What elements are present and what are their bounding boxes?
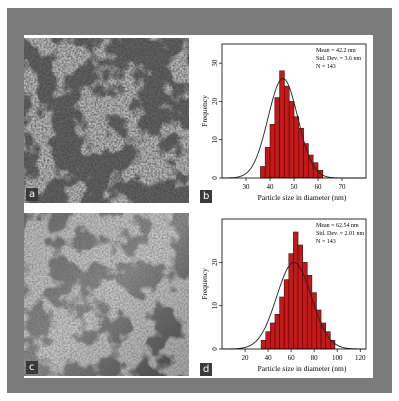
tem-image-c (24, 213, 189, 376)
figure-panels: a (24, 35, 373, 378)
histogram-bar (260, 340, 267, 350)
histogram-bar (274, 314, 280, 350)
histogram-d-plot: 20 40 60 80 100 120 0 10 20 Particle size in diam… (200, 218, 367, 373)
histogram-bar (316, 309, 322, 350)
x-tick-label: 40 (267, 183, 275, 191)
histogram-bar (279, 296, 285, 350)
histogram-bar (293, 231, 299, 350)
tem-image-a (24, 38, 189, 203)
histogram-bar (297, 244, 303, 350)
y-tick-label: 20 (211, 258, 219, 266)
histogram-bar (308, 154, 314, 179)
histogram-bar (264, 147, 271, 179)
histogram-bar (274, 97, 280, 179)
normal-fit-curve (221, 261, 367, 350)
stats-annotation-line: Std. Dev. = 3.6 nm (316, 56, 361, 62)
figure-frame: a (7, 8, 392, 393)
panel-label-b: b (200, 190, 213, 203)
x-axis-label: Particle size in diameter (nm) (258, 364, 347, 373)
x-tick-label: 50 (291, 183, 299, 191)
histogram-d: 20 40 60 80 100 120 0 10 20 Particle size in diam… (198, 213, 373, 378)
x-axis-label: Particle size in diameter (nm) (258, 193, 347, 202)
x-tick-label: 120 (355, 354, 366, 362)
x-tick-label: 80 (311, 354, 319, 362)
histogram-b: 30 40 50 60 70 0 10 20 30 Particle size in diamet… (198, 38, 373, 207)
histogram-bar (279, 70, 285, 179)
y-axis-label: Frequency (200, 95, 209, 127)
histogram-bar (302, 262, 308, 350)
histogram-b-plot: 30 40 50 60 70 0 10 20 30 Particle size in diamet… (200, 43, 367, 202)
histogram-bar (270, 322, 276, 350)
y-axis-label: Frequency (200, 268, 209, 300)
x-tick-label: 20 (242, 354, 250, 362)
histogram-bar (283, 279, 290, 350)
y-tick-label: 0 (211, 347, 219, 351)
y-tick-label: 0 (211, 176, 219, 180)
histogram-bar (320, 322, 326, 350)
x-tick-label: 60 (288, 354, 296, 362)
panel-label-d: d (200, 363, 213, 376)
stats-annotation-line: N = 143 (316, 239, 336, 245)
plot-frame (221, 218, 367, 350)
stats-annotation-line: Mean = 42.2 nm (316, 48, 356, 54)
x-tick-label: 60 (315, 183, 323, 191)
histogram-bar (288, 101, 295, 179)
stats-annotation-line: N = 143 (316, 64, 336, 70)
histogram-bar (260, 166, 266, 179)
x-tick-label: 40 (265, 354, 273, 362)
histogram-bar (293, 116, 300, 179)
panel-label-a: a (26, 188, 39, 201)
x-tick-label: 70 (339, 183, 347, 191)
histogram-bar (269, 124, 276, 179)
y-tick-label: 10 (211, 136, 219, 144)
tem-micrograph-c: c (24, 213, 189, 376)
y-tick-label: 20 (211, 97, 219, 105)
x-tick-label: 100 (332, 354, 343, 362)
histogram-bar (265, 331, 271, 350)
x-tick-label: 30 (243, 183, 251, 191)
histogram-bar (288, 253, 294, 350)
y-tick-label: 30 (211, 59, 219, 66)
histogram-bar (284, 85, 290, 179)
stats-annotation-line: Mean = 62.54 nm (316, 223, 359, 229)
histogram-bar (312, 162, 319, 179)
tem-micrograph-a: a (24, 38, 189, 203)
stats-annotation-line: Std. Dev. = 2.01 nm (316, 231, 364, 237)
y-tick-label: 10 (211, 302, 219, 310)
panel-label-c: c (26, 361, 38, 374)
